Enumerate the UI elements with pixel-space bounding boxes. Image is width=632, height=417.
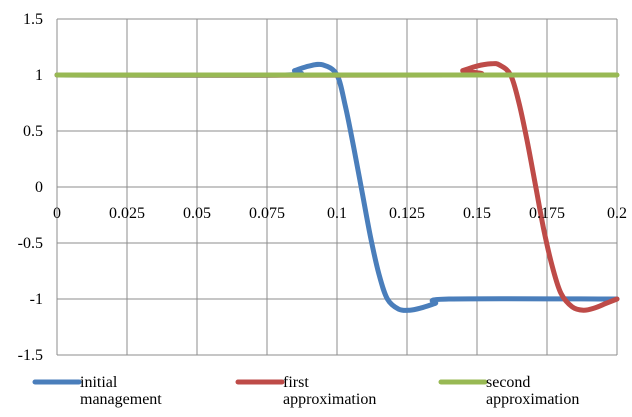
series-line-first-approximation	[54, 61, 620, 313]
chart-grid	[56, 18, 618, 356]
y-tick-label: 1	[35, 67, 43, 84]
y-tick-label: 0.5	[23, 123, 43, 140]
y-tick-label: -1	[30, 291, 43, 308]
x-tick-label: 0.075	[249, 205, 285, 222]
legend-label-first-approximation: first approximation	[283, 374, 376, 408]
y-tick-label: -1.5	[18, 347, 43, 364]
x-tick-label: 0	[53, 205, 61, 222]
y-axis-tick-labels: 1.5 1 0.5 0 -0.5 -1 -1.5	[18, 11, 43, 364]
y-tick-label: -0.5	[18, 235, 43, 252]
x-tick-label: 0.1	[327, 205, 347, 222]
x-tick-label: 0.125	[389, 205, 425, 222]
x-tick-label: 0.15	[463, 205, 491, 222]
y-tick-label: 1.5	[23, 11, 43, 28]
x-tick-label: 0.025	[109, 205, 145, 222]
y-tick-label: 0	[35, 179, 43, 196]
x-tick-label: 0.175	[529, 205, 565, 222]
x-axis-tick-labels: 0 0.025 0.05 0.075 0.1 0.125 0.15 0.175 0.2	[53, 205, 627, 222]
series-line-initial-management	[54, 61, 620, 313]
legend-label-initial-management: initial management	[80, 374, 162, 408]
chart-series	[54, 61, 620, 313]
x-tick-label: 0.05	[183, 205, 211, 222]
x-tick-label: 0.2	[607, 205, 627, 222]
legend-label-second-approximation: second approximation	[486, 374, 579, 408]
chart-legend: initial management first approximation secon…	[32, 374, 579, 408]
